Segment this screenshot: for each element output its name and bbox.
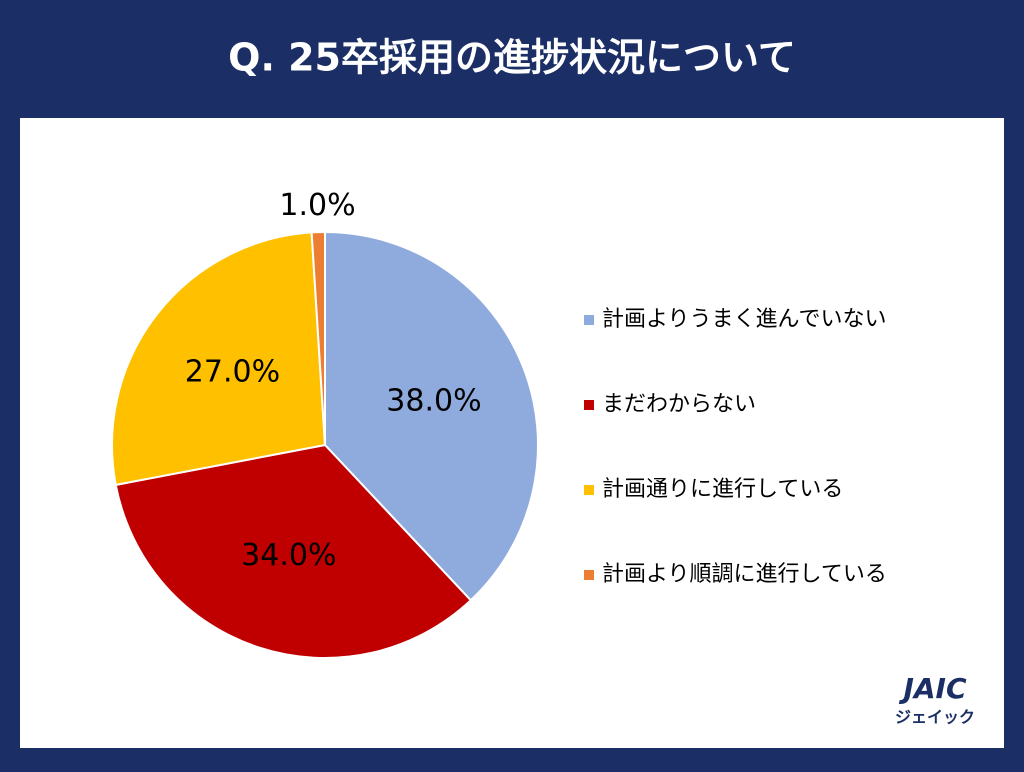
logo-kana: ジェイック xyxy=(895,708,975,727)
data-label: 27.0% xyxy=(185,355,280,390)
logo-name: JAIC xyxy=(898,672,967,705)
pie-slice xyxy=(111,231,327,487)
data-label: 34.0% xyxy=(241,538,336,573)
legend-swatch xyxy=(584,485,594,495)
pie-slice xyxy=(310,230,326,446)
legend-swatch xyxy=(584,315,594,325)
pie-slice xyxy=(324,230,539,602)
legend-label: 計画よりうまく進んでいない xyxy=(602,307,886,332)
legend-swatch xyxy=(584,570,594,580)
legend-swatch xyxy=(584,400,594,410)
legend-label: 計画通りに進行している xyxy=(602,477,843,502)
legend-label: 計画より順調に進行している xyxy=(602,562,887,587)
legend-label: まだわからない xyxy=(602,392,756,417)
chart-title: Q. 25卒採用の進捗状況について xyxy=(228,36,796,80)
data-label: 38.0% xyxy=(386,383,481,418)
data-label: 1.0% xyxy=(279,188,355,223)
pie-slice xyxy=(114,443,473,659)
